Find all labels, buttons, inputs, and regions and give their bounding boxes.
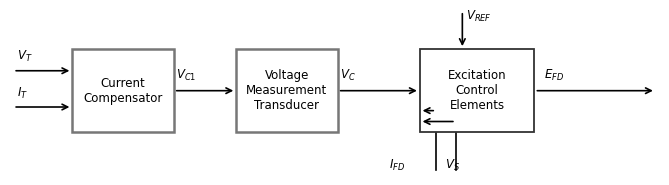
Text: Current
Compensator: Current Compensator (84, 77, 163, 105)
Text: Excitation
Control
Elements: Excitation Control Elements (448, 69, 506, 112)
Text: $V_T$: $V_T$ (17, 49, 32, 64)
FancyBboxPatch shape (236, 49, 338, 132)
Text: $I_T$: $I_T$ (17, 85, 27, 101)
Text: Voltage
Measurement
Transducer: Voltage Measurement Transducer (246, 69, 328, 112)
Text: $V_{C1}$: $V_{C1}$ (176, 67, 196, 83)
FancyBboxPatch shape (72, 49, 174, 132)
FancyBboxPatch shape (419, 49, 535, 132)
Text: $V_{REF}$: $V_{REF}$ (466, 9, 492, 24)
Text: $E_{FD}$: $E_{FD}$ (545, 67, 565, 83)
Text: $V_C$: $V_C$ (340, 67, 355, 83)
Text: $I_{FD}$: $I_{FD}$ (389, 158, 405, 173)
Text: $V_S$: $V_S$ (445, 158, 460, 173)
